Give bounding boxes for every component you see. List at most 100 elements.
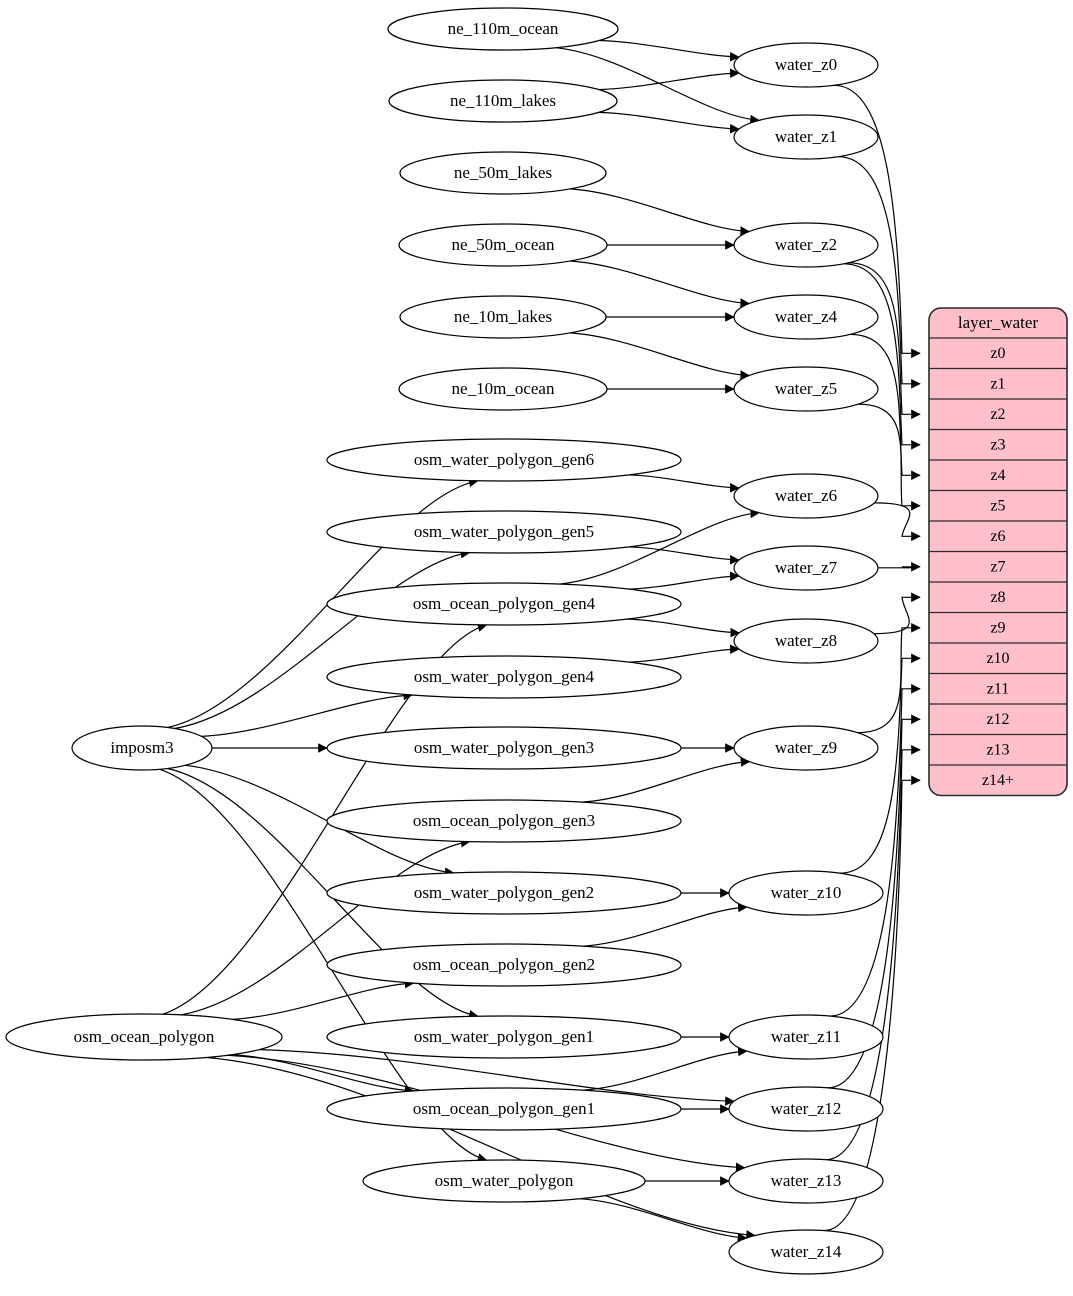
- node-shape: [326, 871, 682, 915]
- node-water_z13[interactable]: water_z13: [728, 1158, 884, 1204]
- node-ne_110m_lakes[interactable]: ne_110m_lakes: [388, 79, 618, 123]
- node-label: water_z2: [775, 235, 837, 254]
- node-water_z7[interactable]: water_z7: [733, 545, 879, 591]
- node-label: water_z14: [771, 1242, 842, 1261]
- edge: [873, 592, 921, 635]
- node-water_z0[interactable]: water_z0: [733, 42, 879, 88]
- node-label: osm_water_polygon_gen2: [414, 883, 594, 902]
- node-shape: [733, 618, 879, 664]
- node-water_z5[interactable]: water_z5: [733, 366, 879, 412]
- edge: [877, 562, 921, 572]
- edge: [843, 263, 921, 450]
- edge: [259, 1049, 735, 1106]
- node-water_z6[interactable]: water_z6: [733, 473, 879, 519]
- node-shape: [733, 42, 879, 88]
- edge: [829, 684, 921, 1017]
- node-water_z2[interactable]: water_z2: [733, 222, 879, 268]
- node-shape: [387, 7, 619, 51]
- node-ne_50m_ocean[interactable]: ne_50m_ocean: [398, 223, 608, 267]
- node-ne_50m_lakes[interactable]: ne_50m_lakes: [399, 151, 607, 195]
- node-label: osm_water_polygon: [435, 1171, 574, 1190]
- node-osm_ocean_polygon[interactable]: osm_ocean_polygon: [5, 1013, 283, 1061]
- node-water_z10[interactable]: water_z10: [728, 870, 884, 916]
- node-water_z12[interactable]: water_z12: [728, 1086, 884, 1132]
- node-shape: [388, 79, 618, 123]
- node-ne_110m_ocean[interactable]: ne_110m_ocean: [387, 7, 619, 51]
- node-osm_water_polygon_gen2[interactable]: osm_water_polygon_gen2: [326, 871, 682, 915]
- node-label: water_z13: [771, 1171, 842, 1190]
- edge: [599, 39, 740, 62]
- edge: [232, 1054, 415, 1096]
- edge: [839, 653, 921, 874]
- node-label: ne_10m_lakes: [454, 307, 552, 326]
- edge: [174, 549, 471, 730]
- node-osm_ocean_polygon_gen2[interactable]: osm_ocean_polygon_gen2: [326, 943, 682, 987]
- node-label: water_z11: [771, 1027, 841, 1046]
- node-label: ne_110m_lakes: [450, 91, 556, 110]
- node-osm_water_polygon_gen4[interactable]: osm_water_polygon_gen4: [326, 655, 682, 699]
- node-osm_water_polygon_gen5[interactable]: osm_water_polygon_gen5: [326, 510, 682, 554]
- edge: [834, 84, 921, 359]
- edge: [579, 1198, 748, 1243]
- edge: [598, 111, 740, 134]
- table-row-label: z13: [986, 741, 1009, 758]
- edge: [570, 260, 750, 308]
- node-shape: [326, 1015, 682, 1059]
- node-shape: [398, 367, 608, 411]
- table-row-label: z12: [986, 711, 1009, 728]
- node-water_z8[interactable]: water_z8: [733, 618, 879, 664]
- node-shape: [733, 545, 879, 591]
- node-label: osm_water_polygon_gen1: [414, 1027, 594, 1046]
- node-osm_ocean_polygon_gen1[interactable]: osm_ocean_polygon_gen1: [326, 1087, 682, 1131]
- node-osm_water_polygon_gen6[interactable]: osm_water_polygon_gen6: [326, 438, 682, 482]
- node-shape: [728, 1229, 884, 1275]
- node-osm_water_polygon[interactable]: osm_water_polygon: [362, 1159, 646, 1203]
- edge: [570, 332, 750, 380]
- node-water_z4[interactable]: water_z4: [733, 294, 879, 340]
- node-label: osm_ocean_polygon_gen2: [413, 955, 595, 974]
- node-water_z1[interactable]: water_z1: [733, 114, 879, 160]
- node-label: water_z7: [775, 558, 838, 577]
- node-osm_water_polygon_gen1[interactable]: osm_water_polygon_gen1: [326, 1015, 682, 1059]
- node-imposm3[interactable]: imposm3: [71, 725, 213, 771]
- node-shape: [733, 725, 879, 771]
- table-row-label: z1: [990, 375, 1005, 392]
- node-label: water_z4: [775, 307, 838, 326]
- edge: [162, 622, 488, 1015]
- node-shape: [728, 1158, 884, 1204]
- node-label: ne_110m_ocean: [448, 19, 559, 38]
- node-water_z14[interactable]: water_z14: [728, 1229, 884, 1275]
- node-shape: [326, 655, 682, 699]
- node-label: osm_ocean_polygon_gen3: [413, 811, 595, 830]
- table-row-label: z3: [990, 436, 1005, 453]
- table-row-label: z5: [990, 497, 1005, 514]
- node-shape: [399, 151, 607, 195]
- node-label: osm_water_polygon_gen5: [414, 522, 594, 541]
- node-shape: [728, 1014, 884, 1060]
- node-water_z9[interactable]: water_z9: [733, 725, 879, 771]
- node-osm_ocean_polygon_gen3[interactable]: osm_ocean_polygon_gen3: [326, 799, 682, 843]
- edge: [825, 745, 921, 1161]
- edge: [628, 474, 740, 493]
- layer-water-table[interactable]: layer_water z0 z1 z2 z3 z4 z5 z6 z7 z8 z9 z10 z11 z12…: [928, 307, 1068, 797]
- node-water_z11[interactable]: water_z11: [728, 1014, 884, 1060]
- node-label: osm_water_polygon_gen3: [414, 738, 594, 757]
- edge: [824, 775, 921, 1232]
- table-row-label: z9: [990, 619, 1005, 636]
- node-ne_10m_ocean[interactable]: ne_10m_ocean: [398, 367, 608, 411]
- node-shape: [733, 222, 879, 268]
- table-row-label: z6: [990, 528, 1005, 545]
- node-ne_10m_lakes[interactable]: ne_10m_lakes: [399, 295, 607, 339]
- edge: [848, 262, 921, 420]
- node-label: water_z8: [775, 631, 837, 650]
- node-label: ne_50m_ocean: [452, 235, 555, 254]
- node-label: water_z5: [775, 379, 837, 398]
- table-row-label: z7: [990, 558, 1005, 575]
- node-osm_water_polygon_gen3[interactable]: osm_water_polygon_gen3: [326, 726, 682, 770]
- node-label: ne_10m_ocean: [452, 379, 555, 398]
- edge: [837, 156, 921, 389]
- node-shape: [326, 799, 682, 843]
- edge: [849, 333, 921, 481]
- node-osm_ocean_polygon_gen4[interactable]: osm_ocean_polygon_gen4: [326, 582, 682, 626]
